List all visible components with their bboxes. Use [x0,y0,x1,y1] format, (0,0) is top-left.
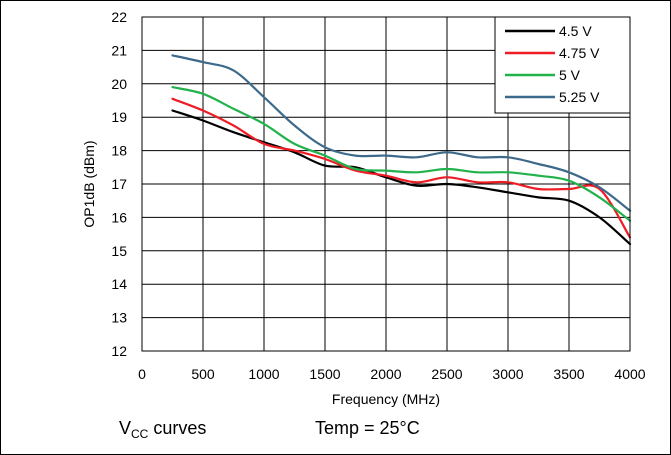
legend-label-2: 5 V [559,67,581,83]
y-axis-label: OP1dB (dBm) [81,140,97,227]
y-tick-label-8: 20 [111,76,127,92]
vcc-caption-main: V [119,418,132,438]
y-tick-label-6: 18 [111,143,127,159]
temp-caption: Temp = 25°C [315,418,420,438]
series-line-0 [171,109,632,246]
series-line-3 [171,54,632,212]
x-tick-label-3: 1500 [309,366,340,382]
y-tick-label-3: 15 [111,243,127,259]
y-tick-labels: 12 13 14 15 16 17 18 19 20 21 22 [111,9,127,359]
y-tick-label-5: 17 [111,176,127,192]
vcc-caption-rest: curves [148,418,207,438]
y-tick-label-2: 14 [111,276,127,292]
x-tick-label-1: 500 [191,366,215,382]
x-tick-label-4: 2000 [370,366,401,382]
series-line-1 [171,97,632,239]
vcc-caption: VCC curves [119,418,206,441]
plot-area-border [141,16,631,352]
x-tick-label-0: 0 [138,366,146,382]
grid-lines [141,16,631,352]
x-tick-label-5: 2500 [431,366,462,382]
y-tick-label-10: 22 [111,9,127,25]
x-tick-label-7: 3500 [553,366,584,382]
legend-label-1: 4.75 V [559,45,600,61]
x-tick-labels: 0 500 1000 1500 2000 2500 3000 3500 4000 [138,366,646,382]
series-lines [171,54,632,246]
y-tick-label-1: 13 [111,310,127,326]
legend-label-0: 4.5 V [559,23,592,39]
series-line-2 [171,86,632,222]
y-tick-label-7: 19 [111,109,127,125]
y-tick-label-9: 21 [111,42,127,58]
legend: 4.5 V 4.75 V 5 V 5.25 V [494,16,631,114]
x-tick-label-2: 1000 [248,366,279,382]
y-tick-label-4: 16 [111,209,127,225]
x-tick-label-6: 3000 [492,366,523,382]
y-tick-label-0: 12 [111,343,127,359]
x-axis-label: Frequency (MHz) [332,391,440,407]
vcc-caption-sub: CC [131,427,149,441]
legend-label-3: 5.25 V [559,89,600,105]
x-tick-label-8: 4000 [614,366,645,382]
